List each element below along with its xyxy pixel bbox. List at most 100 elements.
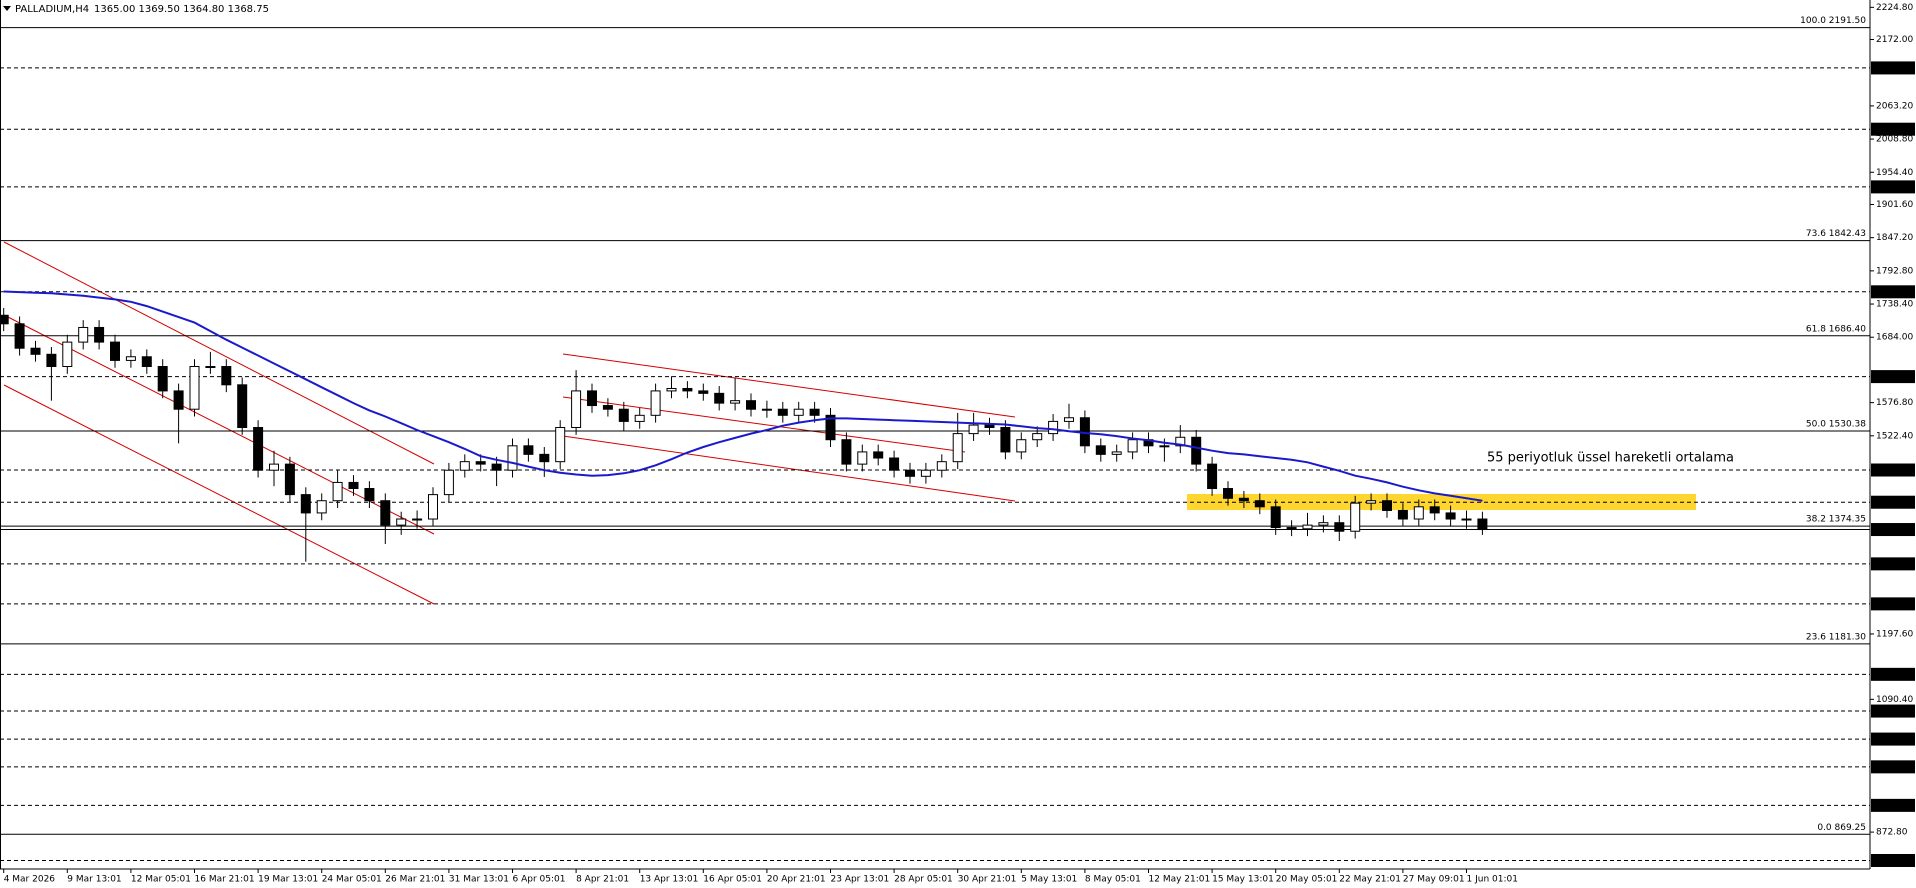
candle-body [1477, 518, 1488, 531]
candle-body [841, 439, 852, 465]
candle-body [1191, 436, 1202, 465]
x-tick-label: 26 Mar 21:01 [385, 875, 445, 885]
candle-body [46, 353, 57, 368]
y-tick-label: 2008.80 [1876, 135, 1913, 145]
candle-body [1397, 509, 1408, 520]
candle-body [364, 488, 375, 502]
candle-body [1350, 502, 1361, 532]
y-tick-label: 1792.80 [1876, 266, 1913, 276]
candle-body [936, 461, 947, 471]
candle-body [78, 326, 89, 343]
level-label-box [1871, 463, 1915, 477]
channel-line [562, 353, 1016, 418]
candle-body [475, 461, 486, 465]
level-label: 1246.90 [1874, 599, 1915, 609]
level-label-box [1871, 667, 1915, 681]
candle-body [730, 400, 741, 404]
candle-body [1207, 463, 1218, 490]
level-label-box [1871, 122, 1915, 136]
candle-body [1461, 518, 1472, 521]
candle-body [173, 390, 184, 410]
y-tick-label: 1954.40 [1876, 168, 1913, 178]
candle-body [1286, 527, 1297, 530]
x-tick-label: 8 May 05:01 [1085, 875, 1141, 885]
candle-body [1413, 506, 1424, 520]
x-tick-label: 4 Mar 2026 [4, 875, 56, 885]
candle-body [793, 408, 804, 416]
chart-title: PALLADIUM,H4 [15, 4, 89, 15]
level-label-box [1871, 798, 1915, 812]
candle-body [1366, 500, 1377, 504]
y-tick-label: 2224.80 [1876, 3, 1913, 13]
candle-body [1159, 445, 1170, 448]
level-label: 1466.35 [1874, 466, 1915, 476]
candle-body [157, 366, 168, 392]
level-label: 979.75 [1874, 762, 1909, 772]
candle-body [1302, 524, 1313, 530]
channel-line [562, 435, 1016, 502]
candle-body [1175, 436, 1186, 447]
candle-body [714, 392, 725, 404]
candle-body [348, 481, 359, 490]
level-label-box [1871, 370, 1915, 384]
level-label-box [1871, 285, 1915, 299]
candle-body [968, 424, 979, 435]
y-tick-label: 1684.00 [1876, 333, 1913, 343]
x-tick-label: 12 Mar 05:01 [131, 875, 191, 885]
level-label-box [1871, 732, 1915, 746]
channel-line [3, 241, 435, 465]
candle-body [316, 500, 327, 514]
candle-body [284, 463, 295, 496]
candle-body [1032, 433, 1043, 441]
symbol-menu-arrow [3, 6, 11, 11]
candle-body [141, 356, 152, 368]
candle-body [62, 341, 73, 368]
x-tick-label: 28 Apr 05:01 [894, 875, 953, 885]
fib-label: 23.6 1181.30 [1806, 632, 1866, 642]
candle-body [682, 387, 693, 392]
candle-body [666, 387, 677, 392]
candle-body [952, 433, 963, 463]
candle-body [1238, 497, 1249, 502]
level-label-box [1871, 495, 1915, 509]
level-label: 916.60 [1874, 801, 1909, 811]
level-label-box [1871, 180, 1915, 194]
fib-label: 38.2 1374.35 [1806, 515, 1866, 525]
candle-body [746, 400, 756, 410]
candle-body [237, 384, 248, 429]
candle-body [1000, 427, 1011, 453]
resistance-zone [1187, 494, 1696, 510]
level-label: 1071.20 [1874, 707, 1915, 717]
level-label-box [1871, 760, 1915, 774]
fib-label: 73.6 1842.43 [1806, 229, 1866, 239]
fib-label: 50.0 1530.38 [1806, 419, 1866, 429]
x-tick-label: 15 May 13:01 [1212, 875, 1274, 885]
candle-body [507, 445, 518, 471]
candle-body [1095, 445, 1106, 455]
x-tick-label: 22 May 21:01 [1339, 875, 1401, 885]
candle-body [396, 518, 407, 526]
candle-body [523, 445, 534, 455]
x-tick-label: 16 Mar 21:01 [195, 875, 255, 885]
x-tick-label: 16 Apr 05:01 [703, 875, 762, 885]
level-label: 1758.45 [1874, 287, 1915, 297]
x-tick-label: 5 May 13:01 [1021, 875, 1077, 885]
candle-body [1445, 512, 1456, 520]
x-tick-label: 23 Apr 13:01 [831, 875, 890, 885]
level-label: 1413.55 [1874, 498, 1915, 508]
candle-body [1382, 500, 1392, 511]
level-label: 1312.50 [1874, 559, 1915, 569]
candle-body [1334, 522, 1345, 532]
x-tick-label: 24 Mar 05:01 [322, 875, 382, 885]
candle-body [459, 461, 470, 471]
candle-body [905, 469, 915, 477]
level-label: 1619.45 [1874, 372, 1915, 382]
channel-line [3, 384, 435, 605]
candle-body [1016, 439, 1027, 453]
candle-body [889, 457, 900, 471]
y-tick-label: 1090.40 [1876, 695, 1913, 705]
candle-body [777, 408, 788, 416]
candle-body [761, 408, 772, 411]
